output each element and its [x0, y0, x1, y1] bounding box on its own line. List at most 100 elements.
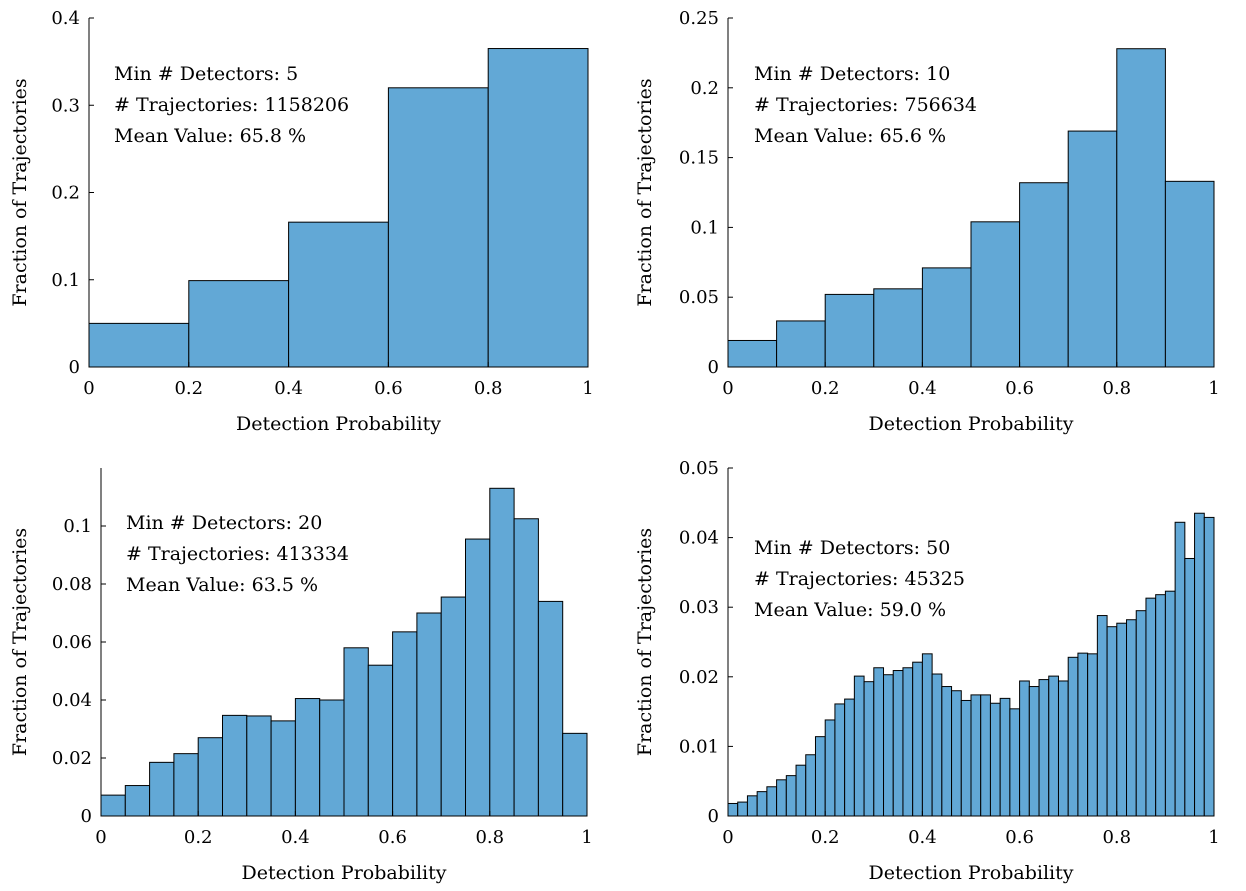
chart-3-bar: [343, 647, 369, 817]
chart-4-y-tick-label: 0: [708, 806, 719, 827]
chart-4-annotation: Mean Value: 59.0 %: [754, 599, 946, 621]
chart-4-bar: [727, 802, 739, 817]
chart-3-bar: [197, 737, 223, 817]
chart-4-x-tick-label: 1: [1208, 827, 1219, 848]
chart-3-y-tick-label: 0.02: [52, 748, 92, 769]
chart-4-bar: [1184, 557, 1196, 817]
chart-4-bar: [863, 681, 875, 817]
chart-4-bar: [1203, 516, 1215, 817]
chart-4-bar: [756, 791, 768, 817]
chart-4-bar: [931, 673, 943, 817]
chart-2-bar: [1164, 180, 1215, 368]
chart-4-bar: [824, 719, 836, 817]
chart-4-y-tick-label: 0.04: [679, 528, 719, 549]
chart-1-x-tick-label: 0.2: [174, 378, 203, 399]
chart-3-bar: [489, 487, 515, 817]
chart-4-bar: [921, 653, 933, 817]
chart-4-bar: [1116, 622, 1128, 817]
chart-4-bar: [883, 674, 894, 817]
chart-3-bar: [100, 794, 126, 817]
chart-1-bar: [487, 48, 589, 368]
chart-4-y-tick-label: 0.03: [679, 597, 719, 618]
chart-4-bar: [737, 801, 748, 817]
chart-4-y-tick-label: 0.02: [679, 667, 719, 688]
chart-4-bar: [951, 690, 962, 817]
chart-4-x-tick-label: 0: [722, 827, 733, 848]
chart-3-bar: [294, 698, 321, 817]
chart-3-bar: [440, 596, 467, 817]
chart-1-bar: [387, 87, 489, 368]
chart-3-bar: [319, 699, 345, 817]
chart-1-y-tick-label: 0.1: [51, 270, 80, 291]
chart-4-bar: [1048, 675, 1059, 817]
chart-4-bar: [795, 764, 807, 817]
chart-2-x-tick-label: 0.8: [1102, 378, 1131, 399]
chart-2-bar: [1019, 182, 1069, 368]
chart-1-y-tick-label: 0: [69, 357, 80, 378]
chart-4-annotation: Min # Detectors: 50: [754, 537, 950, 559]
chart-2-x-tick-label: 0.6: [1005, 378, 1034, 399]
chart-2-bar: [776, 320, 826, 368]
chart-4-x-tick-label: 0.2: [811, 827, 840, 848]
chart-4-bar: [1135, 610, 1147, 817]
chart-4-annotation: # Trajectories: 45325: [754, 568, 965, 590]
chart-2-x-tick-label: 0: [722, 378, 733, 399]
chart-3-y-tick-label: 0.04: [52, 690, 92, 711]
chart-2-y-tick-label: 0.1: [690, 217, 719, 238]
chart-1-annotation: Min # Detectors: 5: [114, 63, 298, 85]
chart-4-bar: [1019, 680, 1030, 817]
chart-4-bar: [1126, 619, 1137, 817]
chart-3-x-tick-label: 0.4: [281, 827, 310, 848]
chart-1-x-tick-label: 0: [83, 378, 94, 399]
chart-4-bar: [980, 694, 991, 817]
chart-4-x-tick-label: 0.6: [1005, 827, 1034, 848]
chart-4-bar: [1155, 594, 1166, 817]
chart-2-x-tick-label: 0.2: [811, 378, 840, 399]
chart-3-bar: [222, 714, 248, 817]
chart-3-x-tick-label: 0.2: [184, 827, 213, 848]
chart-3-y-tick-label: 0.06: [52, 632, 92, 653]
chart-4-bar: [785, 775, 797, 817]
chart-2-x-tick-label: 1: [1208, 378, 1219, 399]
chart-3-x-tick-label: 1: [581, 827, 592, 848]
chart-4-bar: [902, 667, 914, 817]
chart-4-y-tick-label: 0.05: [679, 458, 719, 479]
chart-4-bar: [960, 699, 972, 817]
chart-2-x-axis-label: Detection Probability: [869, 413, 1074, 435]
chart-3-x-tick-label: 0.8: [475, 827, 504, 848]
chart-3-bar: [173, 753, 199, 817]
chart-1-bar: [288, 221, 389, 368]
chart-4-bar: [776, 779, 787, 817]
chart-3-x-axis-label: Detection Probability: [242, 862, 447, 884]
chart-2-y-tick-label: 0.25: [679, 8, 719, 29]
chart-4-bar: [1087, 653, 1098, 817]
chart-2-y-tick-label: 0.05: [679, 287, 719, 308]
chart-2-annotation: Mean Value: 65.6 %: [754, 125, 946, 147]
chart-4-bar: [766, 786, 778, 817]
chart-4-x-tick-label: 0.4: [908, 827, 937, 848]
chart-4-bar: [1174, 521, 1186, 817]
chart-3-annotation: # Trajectories: 413334: [126, 543, 349, 565]
chart-2-bar: [1067, 130, 1118, 368]
chart-2-bar: [727, 339, 778, 368]
chart-1-bar: [88, 322, 190, 368]
chart-3-bar: [465, 538, 491, 817]
chart-3-bar: [149, 761, 175, 817]
chart-4-y-axis-label: Fraction of Trajectories: [634, 528, 656, 756]
chart-2-annotation: # Trajectories: 756634: [754, 94, 977, 116]
chart-4-bar: [1096, 615, 1108, 817]
chart-4-bar: [853, 675, 865, 817]
chart-3-bar: [416, 612, 442, 817]
chart-4-bar: [1038, 679, 1050, 817]
chart-2-bar: [873, 288, 923, 368]
chart-4-bar: [941, 686, 953, 817]
chart-1-x-axis-label: Detection Probability: [236, 413, 441, 435]
chart-3-y-tick-label: 0.1: [63, 516, 92, 537]
chart-4-bar: [1077, 652, 1089, 817]
chart-4-bar: [1009, 708, 1021, 817]
chart-4-bar: [1057, 680, 1069, 817]
chart-1-y-tick-label: 0.2: [51, 183, 80, 204]
chart-4-bar: [989, 702, 1001, 817]
chart-2-bar: [1116, 48, 1166, 368]
chart-2-bar: [921, 267, 972, 368]
